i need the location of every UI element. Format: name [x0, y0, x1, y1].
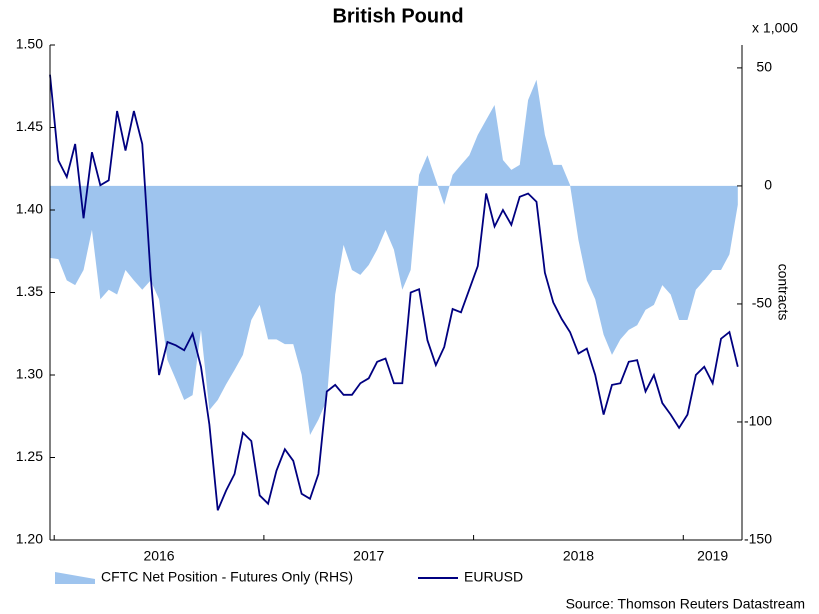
y-tick-label: 1.30	[16, 366, 43, 382]
area-series	[50, 79, 738, 435]
y2-tick-label: -100	[744, 413, 772, 429]
legend-label: CFTC Net Position - Futures Only (RHS)	[101, 569, 353, 585]
y-tick-label: 1.35	[16, 283, 43, 299]
legend-swatch	[55, 572, 95, 584]
x-tick-label: 2016	[143, 548, 174, 564]
legend-label: EURUSD	[464, 569, 523, 585]
y2-tick-label: -150	[744, 531, 772, 547]
y-tick-label: 1.40	[16, 201, 43, 217]
y-tick-label: 1.45	[16, 118, 43, 134]
line-series	[49, 74, 739, 511]
y2-tick-label: -50	[752, 295, 772, 311]
y-tick-label: 1.20	[16, 531, 43, 547]
y2-unit: x 1,000	[752, 20, 798, 36]
source-note: Source: Thomson Reuters Datastream	[566, 596, 805, 612]
x-tick-label: 2019	[697, 548, 728, 564]
y-tick-label: 1.25	[16, 448, 43, 464]
x-tick-label: 2018	[563, 548, 594, 564]
x-tick-label: 2017	[353, 548, 384, 564]
y2-axis-label: contracts	[775, 264, 791, 321]
y2-tick-label: 50	[756, 59, 772, 75]
y-tick-label: 1.50	[16, 36, 43, 52]
y2-tick-label: 0	[764, 177, 772, 193]
chart-title: British Pound	[332, 5, 463, 27]
